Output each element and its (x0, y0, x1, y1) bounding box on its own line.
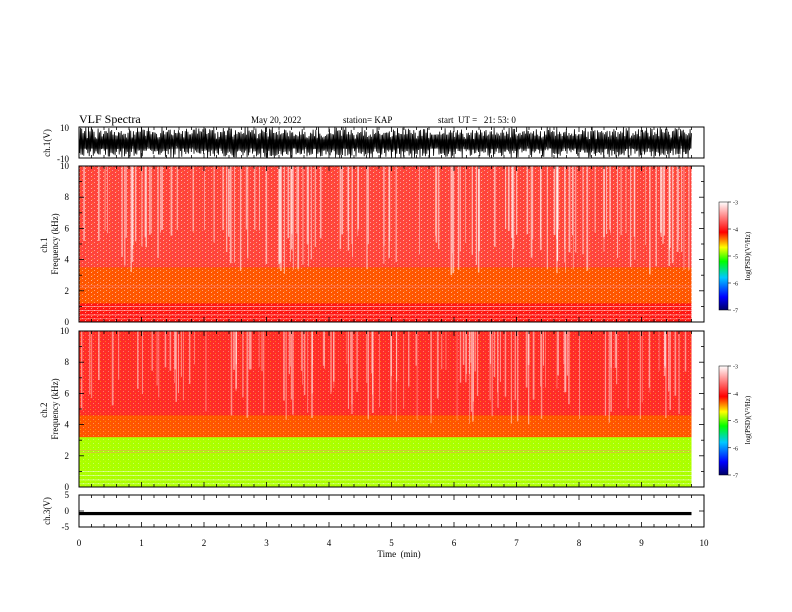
ch2-spectrogram-ticks (78, 331, 705, 487)
y-tick-label: 6 (65, 223, 70, 233)
ch1-waveform-path (79, 127, 692, 158)
y-tick-label: 10 (60, 326, 70, 336)
ch2-spectrogram-panel: ch.2 Frequency (kHz) 0 2 4 6 8 10 (39, 326, 705, 492)
ch3-waveform-panel: ch.3(V) 5 0 -5 0 1 2 3 4 5 6 7 8 9 10 Time (min) (42, 490, 709, 559)
ch1-spectrogram-panel: ch.1 Frequency (kHz) 0 2 4 6 8 10 (39, 161, 705, 327)
ch1-waveform-ytick-top: 10 (60, 123, 70, 133)
colorbar-tick-label: -5 (733, 419, 738, 425)
ch1-waveform-trace (79, 127, 692, 158)
y-tick-label: 0 (65, 317, 70, 327)
ch3-level-band (79, 511, 692, 516)
y-tick-label: 10 (60, 161, 70, 171)
y-tick-label: 8 (65, 192, 70, 202)
colorbar-tick-label: -7 (733, 309, 738, 315)
colorbar-tick-label: -4 (733, 228, 738, 234)
x-tick-label: 1 (139, 538, 144, 548)
y-tick-label: 0 (65, 482, 70, 492)
x-tick-label: 0 (77, 538, 82, 548)
ch1-waveform-core (79, 139, 692, 149)
psd-texture (79, 166, 692, 322)
y-tick-label: 4 (65, 255, 70, 265)
ch1-spectrogram-ticks (78, 166, 705, 322)
time-axis-ticklabels: 0 1 2 3 4 5 6 7 8 9 10 (77, 538, 709, 548)
ch1-spectrogram-ylabel: ch.1 Frequency (kHz) (39, 213, 60, 274)
ch3-waveform-ylabel: ch.3(V) (42, 497, 52, 525)
date-label: May 20, 2022 (251, 115, 301, 125)
figure-title: VLF Spectra (79, 112, 141, 126)
start-time-label: start UT = 21: 53: 0 (438, 115, 516, 125)
ch3-waveform-trace (79, 511, 692, 516)
ch2-spectrogram-image (79, 331, 692, 487)
ch2-colorbar-gradient (718, 365, 729, 476)
x-tick-label: 4 (327, 538, 332, 548)
y-tick-label: 8 (65, 357, 70, 367)
y-tick-label: 2 (65, 451, 70, 461)
y-tick-label: -5 (62, 522, 70, 532)
ch1-colorbar-gradient (718, 201, 729, 311)
ch2-colorbar: -3 -4 -5 -6 -7 log(PSD)(V²/Hz) (718, 365, 752, 480)
station-label: station= KAP (343, 115, 392, 125)
ch1-colorbar-label: log(PSD)(V²/Hz) (744, 231, 752, 280)
ch3-waveform-yticks: 5 0 -5 (62, 490, 704, 532)
ch1-waveform-ytick-bottom: -10 (57, 154, 69, 164)
x-tick-label: 2 (202, 538, 207, 548)
psd-texture (79, 331, 692, 487)
ch1-colorbar-ticks: -3 -4 -5 -6 -7 (728, 201, 738, 315)
colorbar-tick-label: -3 (733, 201, 738, 207)
x-tick-label: 8 (577, 538, 582, 548)
x-tick-label: 7 (514, 538, 519, 548)
y-tick-label: 2 (65, 286, 70, 296)
ch1-waveform-ylabel: ch.1(V) (42, 129, 52, 157)
ch2-spectrogram-yticks: 0 2 4 6 8 10 (60, 326, 704, 492)
time-axis-label: Time (min) (377, 549, 420, 559)
colorbar-tick-label: -5 (733, 255, 738, 261)
ch1-spectrogram-yticks: 0 2 4 6 8 10 (60, 161, 704, 327)
colorbar-tick-label: -6 (733, 446, 738, 452)
ch1-waveform-panel: ch.1(V) 10 -10 (42, 123, 705, 164)
ch1-waveform-ticks (78, 127, 705, 158)
x-tick-label: 9 (639, 538, 644, 548)
ch2-spectrogram-ylabel: ch.2 Frequency (kHz) (39, 378, 60, 439)
y-tick-label: 4 (65, 420, 70, 430)
colorbar-tick-label: -4 (733, 392, 738, 398)
ch1-spectrogram-image (79, 166, 692, 322)
x-tick-label: 3 (264, 538, 269, 548)
y-tick-label: 6 (65, 388, 70, 398)
ch2-colorbar-label: log(PSD)(V²/Hz) (744, 395, 752, 444)
x-tick-label: 5 (389, 538, 394, 548)
colorbar-tick-label: -6 (733, 282, 738, 288)
ch2-colorbar-ticks: -3 -4 -5 -6 -7 (728, 365, 738, 480)
y-tick-label: 5 (65, 490, 70, 500)
x-tick-label: 10 (700, 538, 710, 548)
ch3-waveform-ticks (78, 495, 705, 527)
colorbar-tick-label: -7 (733, 474, 738, 480)
colorbar-tick-label: -3 (733, 365, 738, 371)
x-tick-label: 6 (452, 538, 457, 548)
ch1-colorbar: -3 -4 -5 -6 -7 log(PSD)(V²/Hz) (718, 201, 752, 315)
y-tick-label: 0 (65, 506, 70, 516)
